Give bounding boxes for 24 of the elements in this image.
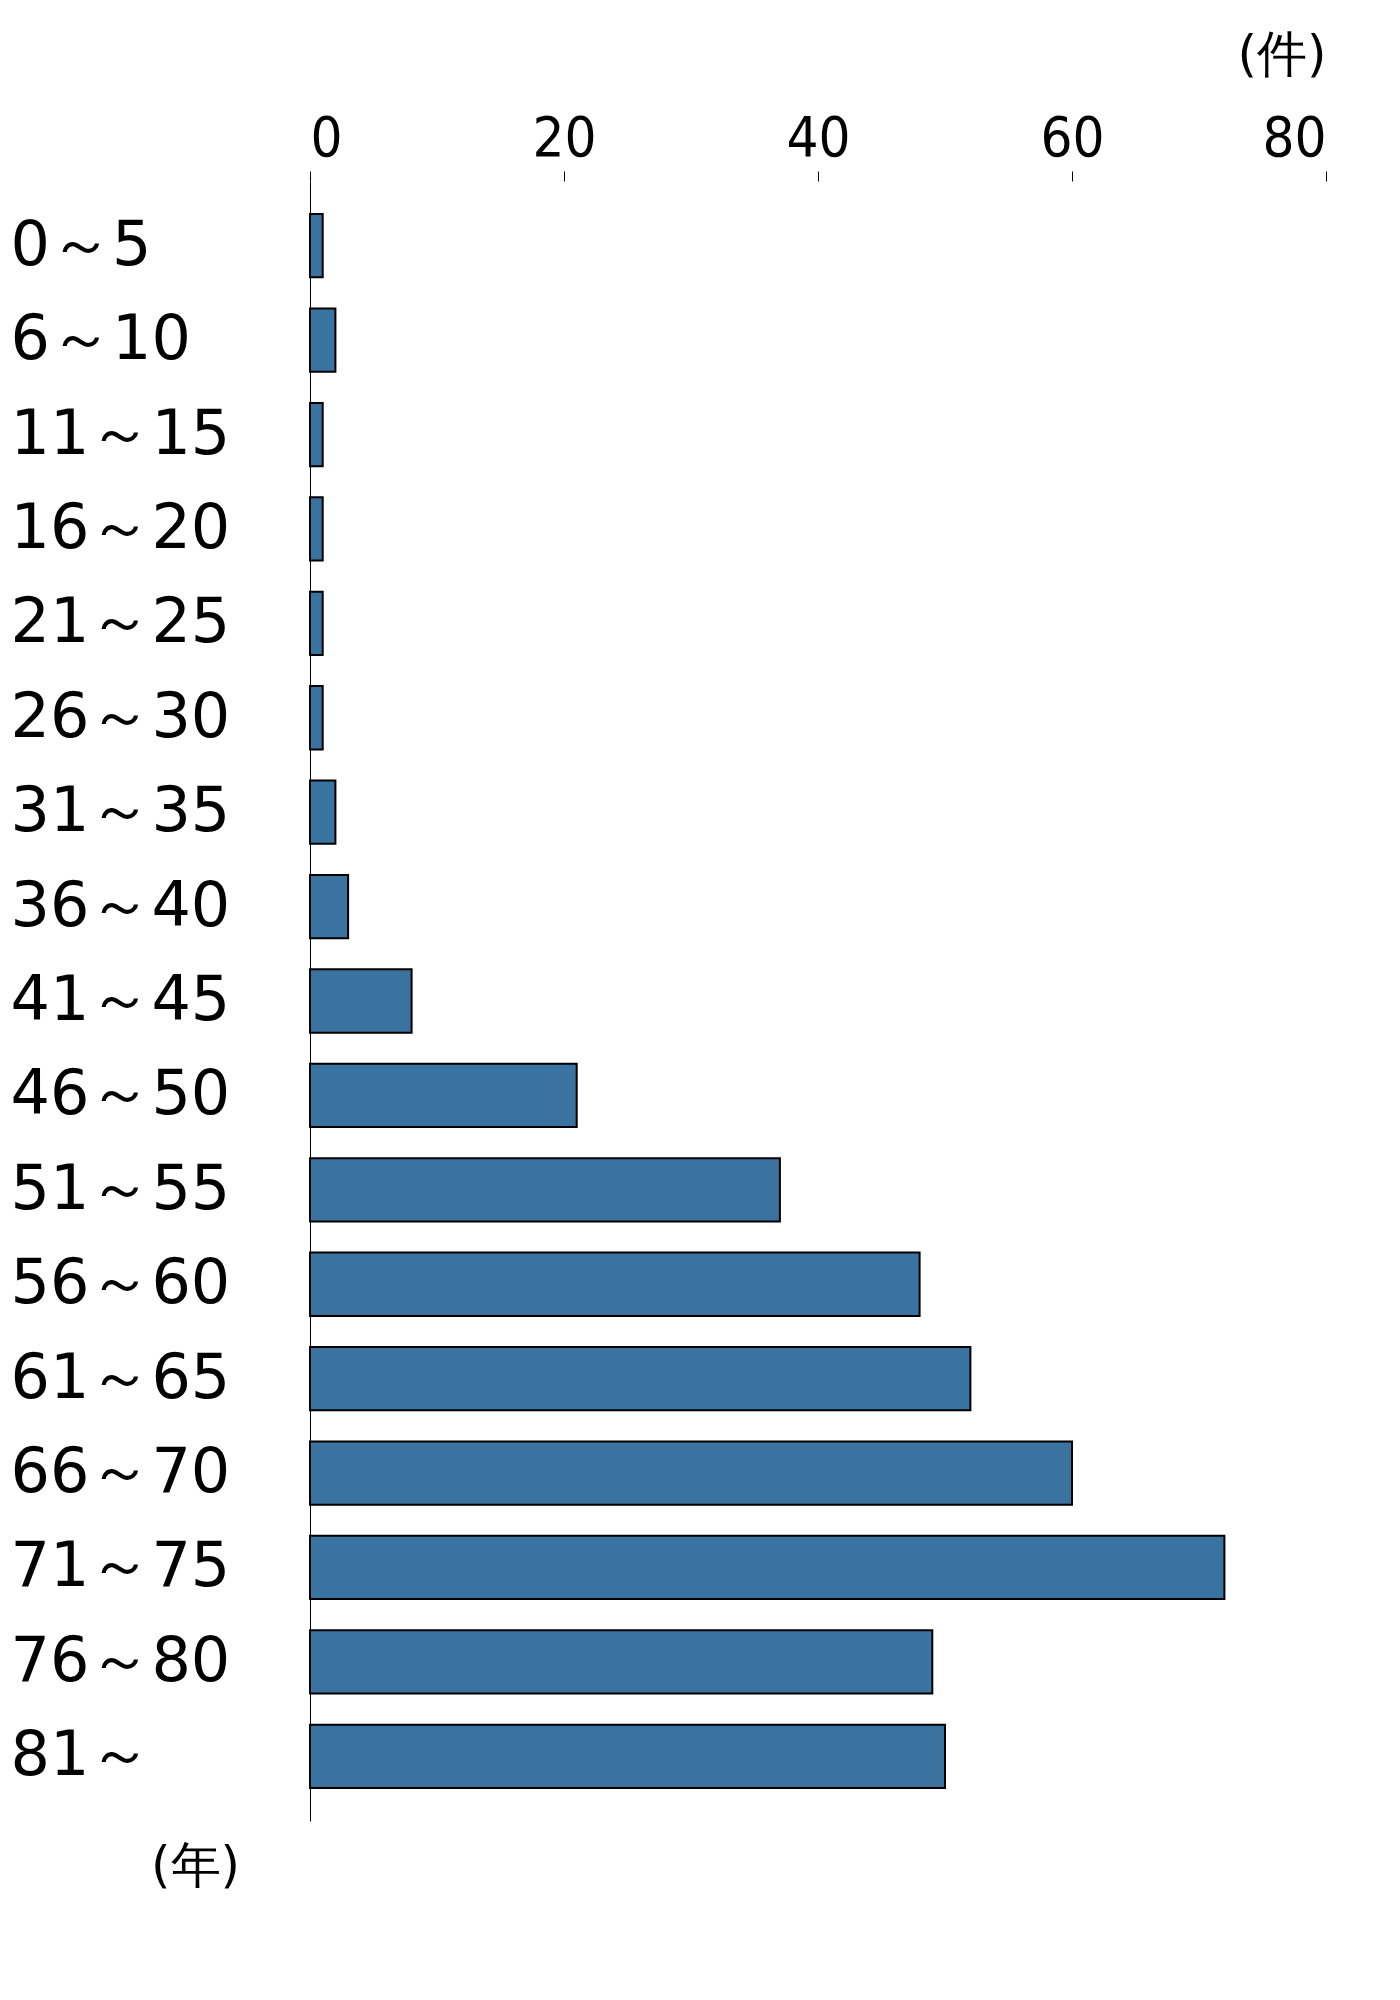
y-tick-label: 51～55 [10, 1150, 231, 1224]
y-tick-label: 46～50 [10, 1056, 231, 1130]
y-tick-label: 41～45 [10, 962, 231, 1035]
y-tick-label: 26～30 [10, 678, 231, 752]
y-tick-label: 0～5 [10, 206, 152, 280]
x-tick-label: 0 [310, 103, 343, 169]
y-axis-title: (年) [150, 1835, 241, 1894]
y-tick-label: 66～70 [10, 1434, 231, 1508]
x-axis-title: (件) [1237, 24, 1327, 83]
y-tick-label: 61～65 [10, 1339, 231, 1413]
y-tick-label: 36～40 [10, 867, 231, 941]
y-tick-label: 76～80 [10, 1622, 231, 1696]
y-tick-label: 21～25 [10, 584, 231, 658]
x-tick-label: 20 [532, 103, 597, 169]
y-tick-label: 6～10 [10, 301, 191, 375]
x-tick-label: 60 [1040, 103, 1105, 169]
y-tick-label: 11～15 [10, 395, 231, 469]
y-tick-label: 81～ [10, 1717, 152, 1791]
y-tick-label: 56～60 [10, 1245, 231, 1319]
y-tick-label: 16～20 [10, 489, 231, 563]
y-tick-label: 71～75 [10, 1528, 231, 1602]
y-tick-label: 31～35 [10, 773, 231, 847]
x-tick-label: 40 [786, 103, 851, 169]
x-tick-label: 80 [1262, 103, 1327, 169]
